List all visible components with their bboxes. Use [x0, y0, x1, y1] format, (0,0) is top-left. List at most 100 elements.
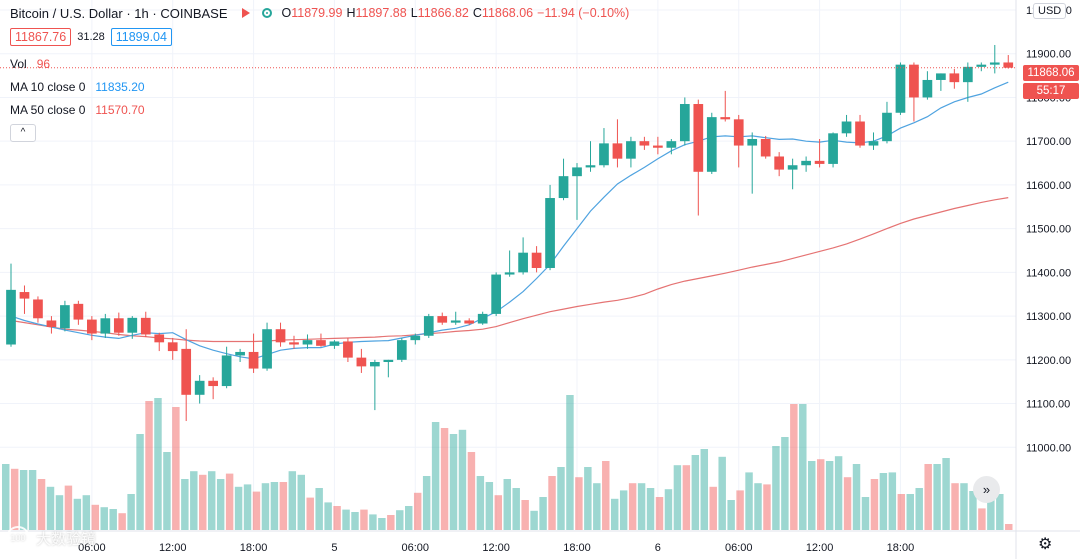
volume-bar [324, 502, 332, 530]
indicator-label: MA 10 close 0 [10, 80, 86, 94]
volume-bar [10, 468, 19, 530]
bid-price-box[interactable]: 11867.76 [10, 28, 72, 46]
flag-icon[interactable] [241, 8, 250, 18]
volume-bar [145, 401, 153, 530]
spread-value: 31.28 [77, 31, 105, 43]
candle-down [693, 104, 704, 172]
candle-up [989, 62, 1000, 65]
volume-bar [109, 509, 117, 530]
volume-bar [915, 488, 923, 530]
candle-down [760, 138, 771, 157]
candle-down [154, 334, 165, 343]
volume-bar [602, 461, 610, 530]
watermark-text: 大数验镜 [36, 530, 97, 548]
candle-down [437, 316, 448, 323]
volume-bar [727, 500, 735, 530]
ask-price-box[interactable]: 11899.04 [110, 28, 172, 46]
x-tick-label: 18:00 [887, 542, 915, 554]
x-tick-label: 18:00 [240, 542, 268, 554]
candle-down [814, 160, 825, 164]
currency-button[interactable]: USD [1033, 3, 1067, 19]
candle-up [410, 335, 421, 341]
volume-bar [951, 483, 959, 530]
volume-bar [154, 398, 162, 530]
volume-bar [306, 497, 314, 530]
candle-down [531, 252, 542, 268]
symbol-title[interactable]: Bitcoin / U.S. Dollar · 1h · COINBASE [10, 5, 228, 21]
volume-bar [718, 456, 726, 530]
volume-bar [207, 471, 216, 530]
volume-bar [969, 491, 977, 530]
volume-bar [422, 476, 431, 530]
volume-bar [628, 483, 637, 530]
y-tick-label: 11100.00 [1026, 399, 1070, 411]
volume-bar [557, 467, 565, 530]
volume-bar [799, 404, 807, 530]
volume-bar [906, 494, 914, 530]
ma10-line [10, 81, 1009, 360]
close-value: 11868.06 [481, 6, 534, 20]
candle-down [87, 319, 97, 334]
y-tick-label: 11600.00 [1026, 180, 1071, 192]
x-tick-label: 6 [655, 542, 661, 554]
volume-bar [494, 495, 503, 530]
candle-down [653, 145, 663, 148]
candle-down [33, 299, 43, 319]
candle-down [19, 292, 30, 299]
candle-down [949, 73, 960, 83]
volume-bar [754, 483, 762, 530]
indicator-volume[interactable]: Vol 96 [10, 57, 50, 71]
indicator-ma10[interactable]: MA 10 close 0 11835.20 [10, 80, 145, 94]
candle-up [936, 73, 946, 80]
candle-up [626, 141, 636, 159]
chart-legend: Bitcoin / U.S. Dollar · 1h · COINBASE O1… [10, 4, 633, 22]
volume-bar [243, 484, 252, 530]
volume-bar [163, 452, 171, 530]
volume-bar [700, 449, 709, 530]
volume-bar [28, 470, 37, 530]
volume-bar [297, 474, 305, 530]
countdown-tag: 55:17 [1023, 83, 1079, 99]
candle-down [289, 342, 299, 345]
volume-bar [781, 437, 789, 530]
volume-bar [216, 479, 225, 530]
volume-bar [360, 509, 368, 530]
gear-icon[interactable]: ⚙ [1038, 536, 1053, 553]
candle-down [909, 64, 919, 98]
volume-bar [503, 479, 511, 530]
scroll-to-realtime-button[interactable]: » [973, 476, 1000, 503]
volume-bar [82, 495, 91, 530]
candle-up [491, 274, 502, 314]
indicator-ma50[interactable]: MA 50 close 0 11570.70 [10, 103, 145, 117]
candle-up [235, 351, 245, 356]
volume-bar [37, 479, 46, 530]
candle-up [976, 64, 987, 67]
high-value: 11897.88 [355, 6, 407, 20]
interval-label[interactable]: 1h [134, 5, 149, 21]
volume-bar [431, 422, 440, 530]
volume-bar [485, 482, 494, 530]
symbol-name[interactable]: Bitcoin / U.S. Dollar [10, 5, 123, 21]
volume-bar [987, 495, 995, 530]
x-tick-label: 5 [331, 542, 337, 554]
candle-up [706, 117, 717, 172]
y-tick-label: 11000.00 [1026, 442, 1071, 454]
candle-up [370, 362, 380, 367]
candle-up [585, 165, 596, 168]
volume-bar [405, 506, 413, 530]
candle-down [1003, 62, 1014, 68]
x-tick-label: 06:00 [78, 542, 106, 554]
candle-up [599, 143, 609, 166]
indicator-label: Vol [10, 57, 27, 71]
y-tick-label: 11900.00 [1026, 49, 1071, 61]
collapse-legend-button[interactable]: ^ [10, 124, 36, 142]
volume-bar [458, 429, 467, 530]
volume-bar [745, 472, 753, 530]
volume-bar [413, 492, 422, 530]
volume-bar [530, 510, 538, 530]
indicator-label: MA 50 close 0 [10, 103, 86, 117]
eye-icon[interactable] [261, 8, 272, 18]
volume-bar [619, 490, 628, 530]
